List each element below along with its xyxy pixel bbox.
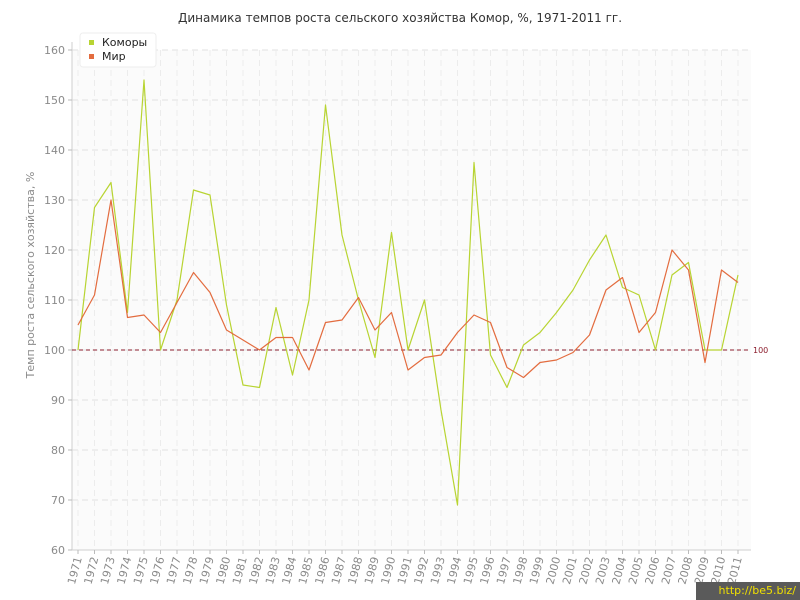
- axes: [71, 42, 751, 551]
- legend-swatch: [89, 54, 94, 59]
- y-tick-label: 60: [51, 544, 65, 557]
- series-line-Коморы: [77, 79, 739, 506]
- grid: [72, 49, 751, 551]
- legend-label: Коморы: [102, 36, 147, 49]
- y-tick-label: 100: [44, 344, 65, 357]
- y-tick-label: 120: [44, 244, 65, 257]
- y-axis-ticks: 60 70 80 90 100 110 120 130 140 150 160: [44, 44, 72, 557]
- legend-label: Мир: [102, 50, 126, 63]
- legend-swatch: [89, 40, 94, 45]
- y-tick-label: 150: [44, 94, 65, 107]
- y-tick-label: 70: [51, 494, 65, 507]
- series-line-Мир: [77, 199, 739, 379]
- legend-box: [79, 32, 157, 68]
- watermark: http://be5.biz/: [696, 582, 800, 600]
- y-tick-label: 110: [44, 294, 65, 307]
- y-tick-label: 140: [44, 144, 65, 157]
- y-tick-label: 130: [44, 194, 65, 207]
- chart-title: Динамика темпов роста сельского хозяйств…: [178, 11, 622, 25]
- y-tick-label: 160: [44, 44, 65, 57]
- y-axis-label: Темп роста сельского хозяйства, %: [24, 172, 37, 380]
- y-tick-label: 90: [51, 394, 65, 407]
- reference-line-group: 100: [72, 346, 768, 355]
- series-lines: [77, 79, 739, 506]
- x-axis-ticks: 1971197219731974197519761977197819791980…: [65, 550, 745, 586]
- reference-line-label: 100: [753, 346, 768, 355]
- y-tick-label: 80: [51, 444, 65, 457]
